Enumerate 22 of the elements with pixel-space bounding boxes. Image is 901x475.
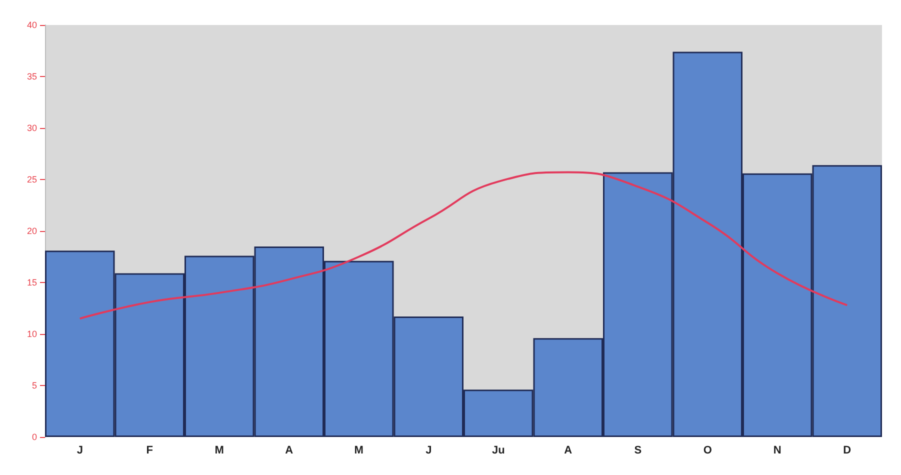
- y-tick-label: 20: [26, 226, 37, 236]
- x-tick-label: M: [214, 444, 224, 456]
- y-tick-label: 15: [26, 278, 37, 288]
- x-tick-label: A: [285, 444, 294, 456]
- x-tick-label: D: [843, 444, 852, 456]
- y-tick-label: 25: [26, 174, 37, 184]
- x-tick-label: Ju: [492, 444, 505, 456]
- x-tick-label: F: [146, 444, 154, 456]
- y-tick-label: 35: [26, 72, 37, 82]
- x-tick-label: O: [703, 444, 712, 456]
- y-tick-label: 0: [32, 432, 37, 442]
- x-tick-label: J: [76, 444, 83, 456]
- y-tick-label: 30: [26, 123, 37, 133]
- x-tick-label: M: [354, 444, 364, 456]
- line-series: [78, 171, 848, 320]
- x-tick-label: N: [773, 444, 782, 456]
- x-tick-label: J: [426, 444, 432, 456]
- x-tick-label: S: [634, 444, 642, 456]
- x-tick-label: A: [564, 444, 572, 456]
- y-tick-label: 5: [32, 380, 37, 390]
- y-tick-label: 10: [26, 329, 37, 339]
- y-tick-label: 40: [26, 20, 37, 30]
